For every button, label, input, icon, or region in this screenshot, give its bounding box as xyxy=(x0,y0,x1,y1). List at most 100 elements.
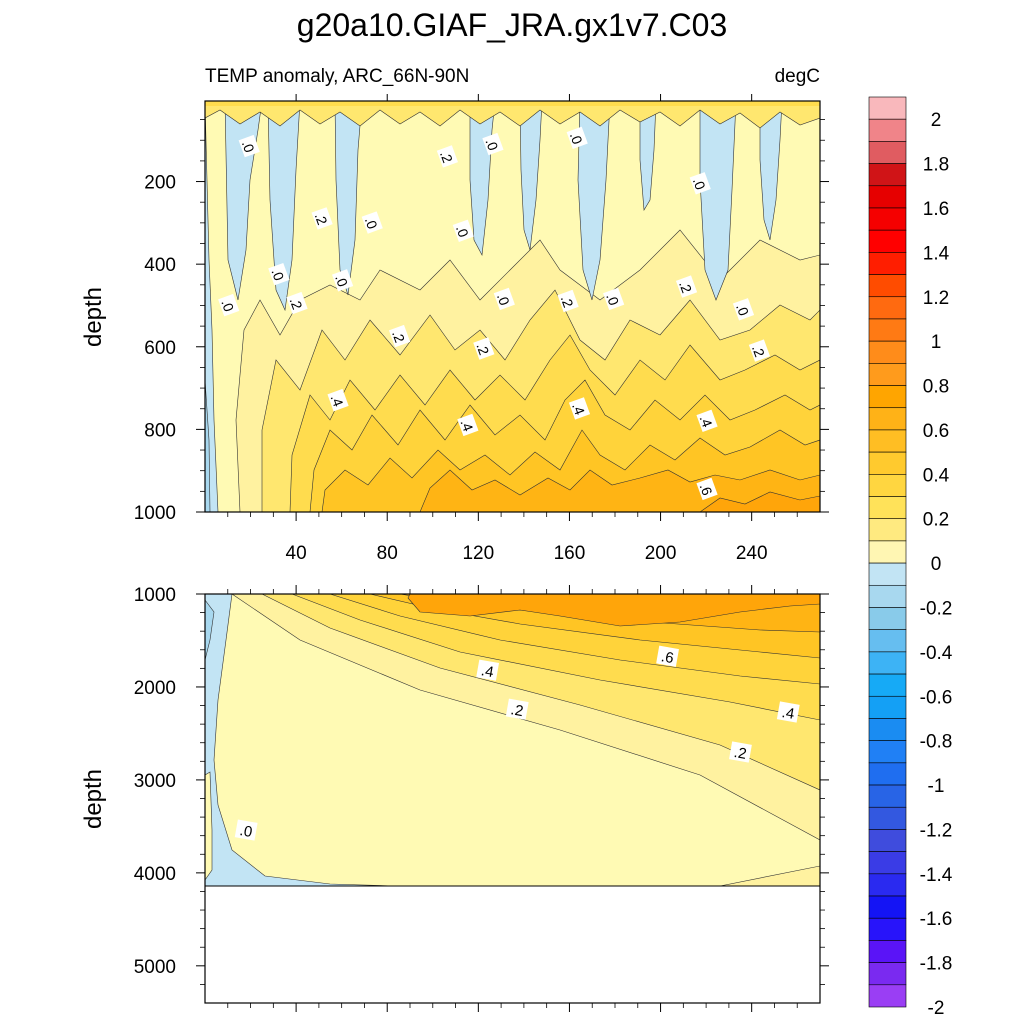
colorbar-label: 1.2 xyxy=(923,288,949,309)
contour-label-bg xyxy=(452,219,474,242)
contour-label-text: .2 xyxy=(473,341,492,358)
upper-xtick-label: 120 xyxy=(462,543,494,564)
colorbar-label: -0.6 xyxy=(920,687,953,708)
contour-label-bg xyxy=(776,701,800,723)
colorbar-label: -2 xyxy=(928,998,945,1019)
colorbar-label: -0.4 xyxy=(920,643,953,664)
upper-left-cold-2 xyxy=(205,379,211,512)
contour-label-text: .2 xyxy=(437,149,456,166)
contour-label-text: .0 xyxy=(238,822,253,841)
upper-xtick-label: 200 xyxy=(645,543,677,564)
contour-label-text: .0 xyxy=(733,301,752,318)
colorbar-label: -1.2 xyxy=(920,820,953,841)
upper-contour-label: .2 xyxy=(473,337,495,360)
upper-contour-label: .2 xyxy=(388,324,411,348)
colorbar-box xyxy=(868,207,907,231)
colorbar-box xyxy=(868,318,907,342)
subtitle-units: degC xyxy=(775,66,820,87)
contour-label-bg xyxy=(557,289,579,313)
colorbar-label: 0.4 xyxy=(923,465,950,486)
upper-contour-label: .0 xyxy=(566,126,588,150)
contour-label-text: .0 xyxy=(453,223,472,240)
colorbar-box xyxy=(868,96,907,120)
colorbar-box xyxy=(868,718,907,741)
colorbar-box xyxy=(868,762,907,786)
upper-contour-label: .0 xyxy=(732,298,755,321)
upper-contour-label: .0 xyxy=(482,132,504,156)
colorbar-box xyxy=(868,185,907,209)
contour-label-text: .2 xyxy=(312,210,331,227)
contour-label-bg xyxy=(675,275,698,298)
upper-xtick-label: 160 xyxy=(554,543,586,564)
colorbar-label: 1.6 xyxy=(923,199,949,220)
contour-label-bg xyxy=(493,287,515,311)
contour-label-bg xyxy=(729,741,752,763)
colorbar-box xyxy=(868,695,907,719)
contour-label-bg xyxy=(732,298,755,321)
upper-contour-label: .0 xyxy=(268,262,290,286)
contour-label-bg xyxy=(327,388,349,412)
colorbar-box xyxy=(868,873,907,897)
contour-label-text: .4 xyxy=(457,417,476,434)
lower-ylabel: depth xyxy=(80,769,107,829)
colorbar-box xyxy=(868,562,907,586)
colorbar-box xyxy=(868,806,907,830)
contour-label-bg xyxy=(234,819,258,841)
contour-label-bg xyxy=(566,126,588,150)
lower-ytick-label: 4000 xyxy=(134,864,176,885)
upper-contour-label: .4 xyxy=(457,413,479,437)
contour-label-text: .0 xyxy=(494,291,513,308)
lower-contour-label: .2 xyxy=(729,741,752,763)
upper-surface-warm-2 xyxy=(205,101,820,106)
upper-xtick-label: 240 xyxy=(736,543,768,564)
upper-contour-label: .0 xyxy=(493,287,515,311)
contour-label-text: .4 xyxy=(328,392,347,409)
lower-cold-wedge-2 xyxy=(205,599,215,661)
colorbar-box xyxy=(868,229,907,253)
colorbar-box xyxy=(868,296,907,320)
figure-title: g20a10.GIAF_JRA.gx1v7.C03 xyxy=(297,7,727,43)
contour-label-bg xyxy=(218,293,240,317)
subtitle-left: TEMP anomaly, ARC_66N-90N xyxy=(205,66,469,87)
upper-surface-warm xyxy=(205,101,820,129)
upper-contour-label: .4 xyxy=(696,409,718,432)
colorbar-box xyxy=(868,474,907,497)
contour-label-bg xyxy=(332,269,354,292)
upper-frame xyxy=(204,100,821,513)
contour-label-bg xyxy=(689,172,711,195)
colorbar-label: -1.4 xyxy=(920,865,953,886)
colorbar-label: -0.8 xyxy=(920,732,953,753)
upper-contour-label: .2 xyxy=(286,291,308,315)
upper-contour-label: .0 xyxy=(452,219,474,242)
contour-label-text: .0 xyxy=(567,130,586,147)
contour-label-bg xyxy=(568,397,591,420)
contour-label-bg xyxy=(696,409,718,432)
colorbar-box xyxy=(868,629,907,653)
contour-label-text: .0 xyxy=(690,175,709,192)
colorbar-box xyxy=(868,895,907,919)
colorbar: 2 1.8 1.6 1.4 1.2 1 0.8 0.6 0.4 0.2 0 -0.2 -0.4 -0.6 -… xyxy=(868,96,953,1019)
upper-cold-plume xyxy=(639,101,657,211)
upper-ytick-label: 600 xyxy=(144,338,176,359)
colorbar-label: -1.6 xyxy=(920,909,953,930)
colorbar-box xyxy=(868,784,907,808)
colorbar-box xyxy=(868,851,907,875)
upper-plot: .0.2.0.0.2.0.0.0.0.0.0.2.0.2.0.2.0.2.2.2… xyxy=(80,94,829,564)
upper-contour-label: .6 xyxy=(696,477,718,501)
colorbar-box xyxy=(868,651,907,675)
colorbar-box xyxy=(868,829,907,852)
contour-label-text: .4 xyxy=(569,401,588,418)
contour-label-bg xyxy=(482,132,504,156)
colorbar-label: 1 xyxy=(931,332,942,353)
lower-ytick-label: 3000 xyxy=(134,771,176,792)
contour-label-bg xyxy=(361,211,383,234)
colorbar-box xyxy=(868,584,907,608)
lower-contour-label: .4 xyxy=(776,701,800,723)
contour-label-text: .2 xyxy=(287,295,306,312)
contour-label-text: .4 xyxy=(697,413,716,430)
colorbar-label: 1.4 xyxy=(923,243,950,264)
colorbar-label: -1 xyxy=(928,776,945,797)
upper-contour-label: .4 xyxy=(568,397,591,420)
colorbar-box xyxy=(868,429,907,453)
colorbar-label: -1.8 xyxy=(920,954,953,975)
